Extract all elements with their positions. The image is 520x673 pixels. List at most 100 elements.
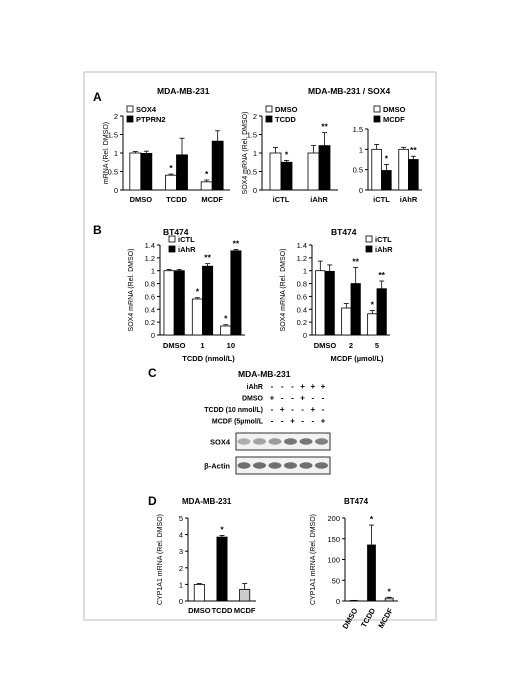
legend-label: SOX4	[136, 105, 157, 114]
treatment-mark: +	[310, 382, 315, 391]
y-tick-label: 4	[179, 531, 183, 540]
header-b-right: BT474	[331, 227, 357, 237]
treatment-mark: -	[281, 394, 284, 403]
bar-iahr	[376, 288, 387, 336]
y-tick-label: 2	[114, 112, 118, 121]
protein-band	[253, 462, 266, 469]
x-tick-label: TCDD	[166, 195, 187, 204]
significance-marker: *	[220, 524, 224, 534]
y-tick-label: 0	[114, 186, 118, 195]
header-c: MDA-MB-231	[238, 369, 291, 379]
y-tick-label: 150	[327, 535, 340, 544]
y-tick-label: 0.6	[297, 292, 307, 301]
treatment-label: DMSO	[242, 396, 264, 403]
x-tick-label: 10	[227, 341, 235, 350]
bar-ictl	[163, 270, 175, 336]
significance-marker: *	[169, 163, 173, 173]
header-d-left: MDA-MB-231	[182, 497, 232, 506]
x-tick-label: DMSO	[314, 341, 337, 350]
chart-b2: 0 0.2 0.4 0.6 0.8 1 1.2 1.4 SOX4 mRNA (Rel. DMSO…	[280, 235, 393, 363]
x-tick-label: iAhR	[400, 195, 418, 204]
x-tick-label: 2	[349, 341, 353, 350]
bar-sox4	[200, 181, 213, 191]
legend-swatch	[126, 115, 134, 123]
y-tick-label: 0.5	[353, 166, 363, 175]
treatment-mark: -	[291, 382, 294, 391]
significance-marker: *	[385, 153, 389, 163]
y-tick-label: 0.8	[145, 280, 155, 289]
y-axis-label: mRNA (Rel. DMSO)	[103, 122, 110, 184]
bar-tcdd	[280, 161, 293, 191]
header-b-left: BT474	[163, 227, 189, 237]
y-tick-label: 0	[253, 186, 257, 195]
y-tick-label: 1	[359, 145, 363, 154]
chart-b1: 0 0.2 0.4 0.6 0.8 1 1.2 1.4 SOX4 mRNA (Rel. DMSO…	[128, 235, 245, 363]
bar-dmso	[307, 152, 320, 191]
significance-marker: **	[321, 122, 328, 132]
blot-label: SOX4	[210, 438, 231, 447]
x-tick-label: 5	[375, 341, 379, 350]
protein-band	[237, 462, 251, 469]
protein-band	[268, 438, 282, 445]
bar-iahr	[324, 270, 335, 336]
protein-band	[253, 438, 266, 445]
y-tick-label: 0	[151, 331, 155, 340]
y-tick-label: 0	[303, 331, 307, 340]
blot-label: β-Actin	[204, 462, 230, 471]
significance-marker: *	[196, 287, 200, 297]
treatment-mark: +	[300, 382, 305, 391]
treatment-mark: -	[281, 417, 284, 426]
legend-label: iCTL	[178, 235, 195, 244]
blot-strip	[235, 432, 331, 451]
y-tick-label: 0	[336, 597, 340, 606]
bar-ictl	[220, 325, 232, 336]
header-a-right: MDA-MB-231 / SOX4	[308, 86, 390, 96]
y-tick-label: 1.4	[145, 241, 155, 250]
chart-d1: 0 1 2 3 4 5 CYP1A1 mRNA (Rel. DMSO) DMSO TCDD MCD…	[157, 514, 256, 615]
protein-band	[284, 438, 297, 445]
legend-label: TCDD	[275, 115, 296, 124]
y-axis-label: CYP1A1 mRNA (Rel. DMSO)	[157, 514, 164, 605]
bar-iahr	[202, 265, 214, 336]
treatment-mark: -	[291, 405, 294, 414]
y-axis-label: CYP1A1 mRNA (Rel. DMSO)	[310, 514, 317, 605]
legend-swatch	[365, 235, 373, 243]
x-axis-label: MCDF (µmol/L)	[330, 354, 384, 363]
significance-marker: **	[204, 253, 211, 263]
y-tick-label: 0	[359, 186, 363, 195]
treatment-mark: -	[311, 417, 314, 426]
bar-ictl	[191, 298, 203, 336]
chart-a1: 0 0.5 1 1.5 2 mRNA (Rel. DMSO) DMSO TCDD MCDF SOX…	[103, 105, 230, 204]
bar-dmso	[371, 148, 382, 191]
treatment-mark: -	[301, 417, 304, 426]
bar-sox4	[165, 174, 177, 191]
treatment-mark: -	[322, 405, 325, 414]
treatment-mark: +	[321, 417, 326, 426]
legend-swatch	[373, 105, 381, 113]
protein-band	[299, 462, 313, 469]
treatment-mark: -	[271, 405, 274, 414]
y-tick-label: 2	[253, 112, 257, 121]
significance-marker: *	[370, 514, 374, 524]
bar-dmso	[269, 152, 282, 191]
x-tick-label: 1	[200, 341, 204, 350]
x-tick-label: MCDF	[234, 606, 256, 615]
y-tick-label: 1	[303, 267, 307, 276]
y-tick-label: 0.8	[297, 280, 307, 289]
y-axis-label: SOX4 mRNA (Rel. DMSO)	[242, 112, 249, 195]
bar-dmso	[193, 584, 205, 602]
treatment-mark: -	[311, 394, 314, 403]
panel-label-d: D	[148, 494, 157, 508]
treatment-mark: -	[291, 394, 294, 403]
legend-label: MCDF	[383, 115, 405, 124]
x-tick-label: TCDD	[212, 606, 233, 615]
significance-marker: **	[378, 270, 385, 280]
treatment-mark: +	[280, 405, 285, 414]
x-tick-label: iCTL	[373, 195, 390, 204]
y-tick-label: 0.2	[297, 318, 307, 327]
significance-marker: *	[224, 314, 228, 324]
protein-band	[315, 462, 328, 469]
treatment-mark: +	[270, 394, 275, 403]
